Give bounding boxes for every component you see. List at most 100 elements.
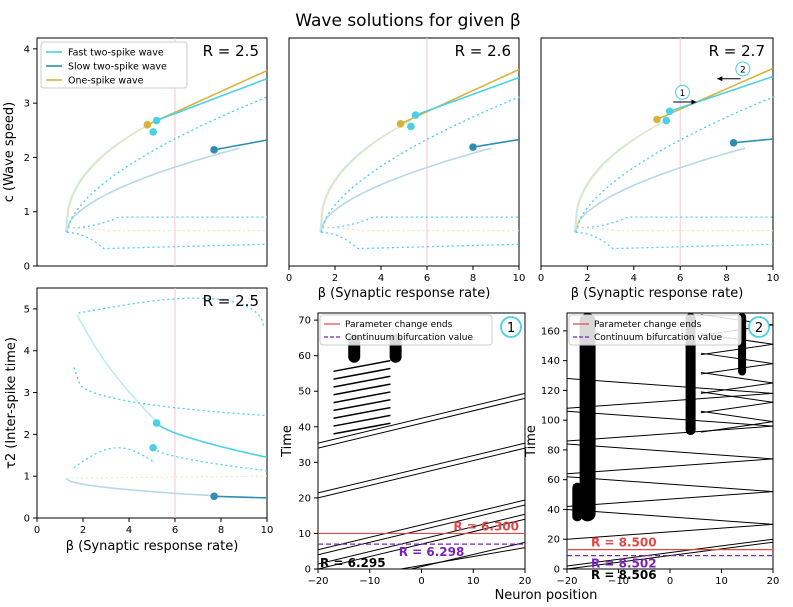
trajectory — [567, 508, 773, 525]
x-tick-label: 4 — [126, 525, 132, 536]
trajectory — [567, 476, 773, 493]
x-tick-label: 10 — [467, 576, 480, 587]
slow-stable — [214, 495, 268, 499]
fast-dotted-upper — [78, 297, 264, 326]
x-tick-label: 4 — [631, 273, 637, 284]
arrow-head — [691, 99, 697, 105]
fast-dotted-lower — [575, 231, 774, 250]
x-tick-label: 10 — [767, 273, 780, 284]
trajectory — [567, 491, 773, 507]
trajectory — [333, 406, 391, 419]
slow-stable — [472, 138, 520, 148]
y-tick-label: 3 — [24, 99, 30, 110]
one-spike-unstable — [320, 124, 404, 229]
legend: Parameter change ends Continuum bifurcati… — [568, 314, 742, 346]
fast-branch-unstable — [65, 119, 157, 233]
slow-stable — [733, 138, 774, 144]
legend: Fast two-spike wave Slow two-spike wave On… — [40, 41, 188, 89]
trajectory — [700, 343, 773, 356]
bifurcation-point — [411, 111, 420, 119]
one-dotted — [576, 227, 773, 232]
x-tick-label: 6 — [677, 273, 683, 284]
marker-circle — [675, 84, 691, 100]
trajectory — [333, 383, 391, 396]
marker-label: 2 — [740, 65, 746, 75]
trajectory — [333, 414, 391, 427]
bifurcation-point — [149, 128, 157, 136]
x-tick-label: 4 — [378, 273, 384, 284]
one-dotted — [65, 475, 268, 479]
trajectory — [318, 447, 525, 499]
trajectory — [567, 392, 773, 409]
x-axis-label: β (Synaptic response rate) — [66, 539, 239, 554]
y-tick-label: 10 — [298, 529, 311, 540]
trajectory — [567, 458, 773, 475]
trajectory — [567, 523, 773, 540]
bifurcation-point — [662, 116, 671, 125]
x-tick-label: 0 — [538, 273, 544, 284]
legend-box — [40, 41, 188, 89]
trajectory — [567, 377, 773, 394]
marker-circle — [748, 316, 770, 338]
plot-frame — [540, 37, 774, 267]
trajectory — [400, 547, 525, 569]
panel-c-r26: 0 2 4 6 8 10 R = 2.6 β (Synaptic response rate) — [286, 37, 525, 301]
trajectory — [318, 513, 525, 565]
bifurcation-point — [143, 121, 152, 129]
r-label-red: R = 6.300 — [453, 519, 519, 533]
marker-circle — [500, 316, 522, 338]
r-label-red: R = 8.500 — [591, 536, 657, 550]
x-tick-label: 8 — [218, 525, 224, 536]
bifurcation-point — [653, 115, 661, 124]
fast-dotted-upper — [320, 95, 521, 233]
bifurcation-point — [407, 122, 415, 131]
r-annotation: R = 2.7 — [709, 42, 765, 60]
fast-branch-unstable — [319, 119, 412, 233]
x-tick-label: 20 — [519, 576, 532, 587]
trajectory — [700, 382, 773, 394]
trajectory — [333, 367, 391, 380]
fast-dotted-mid — [73, 367, 268, 417]
r-label-black: R = 8.506 — [591, 568, 657, 582]
x-tick-label: 0 — [418, 576, 424, 587]
trajectory — [333, 399, 391, 412]
x-tick-label: −10 — [359, 576, 380, 587]
trajectory — [700, 410, 773, 423]
y-axis-label: Time — [524, 425, 539, 458]
trajectory — [567, 538, 773, 567]
x-tick-label: 2 — [80, 525, 86, 536]
fast-stable — [669, 75, 774, 113]
trajectory — [700, 363, 773, 375]
trajectory — [567, 443, 773, 460]
slow-branch-unstable — [573, 147, 746, 233]
r-annotation: R = 2.5 — [203, 42, 259, 60]
y-tick-label: 0 — [24, 262, 30, 273]
spike-block — [572, 482, 583, 522]
one-dotted — [67, 227, 267, 232]
x-tick-label: 10 — [261, 525, 274, 536]
trajectory — [700, 372, 773, 384]
trajectory — [700, 401, 773, 414]
y-tick-label: 80 — [547, 445, 560, 456]
slow-branch-unstable — [65, 477, 216, 497]
plot-frame — [36, 37, 268, 267]
legend-label: Fast two-spike wave — [68, 48, 164, 59]
y-tick-label: 20 — [298, 493, 311, 504]
fast-stable — [156, 77, 268, 122]
x-tick-label: 0 — [667, 576, 673, 587]
marker-label: 1 — [680, 89, 686, 99]
bifurcation-point — [210, 146, 218, 154]
trajectory — [318, 397, 525, 449]
plot-frame — [36, 287, 268, 519]
trajectory — [700, 421, 773, 433]
trajectory — [333, 375, 391, 388]
bifurcation-point — [210, 492, 218, 501]
y-tick-label: 120 — [541, 386, 560, 397]
x-tick-label: 6 — [424, 273, 430, 284]
r-annotation: R = 2.6 — [455, 42, 511, 60]
trajectory — [318, 504, 525, 556]
x-tick-label: 2 — [584, 273, 590, 284]
panel-sim-2: −20 −10 0 10 20 0 20 40 60 80 100 120 140 160 R = 8.50… — [524, 312, 779, 587]
bifurcation-point — [152, 419, 161, 427]
